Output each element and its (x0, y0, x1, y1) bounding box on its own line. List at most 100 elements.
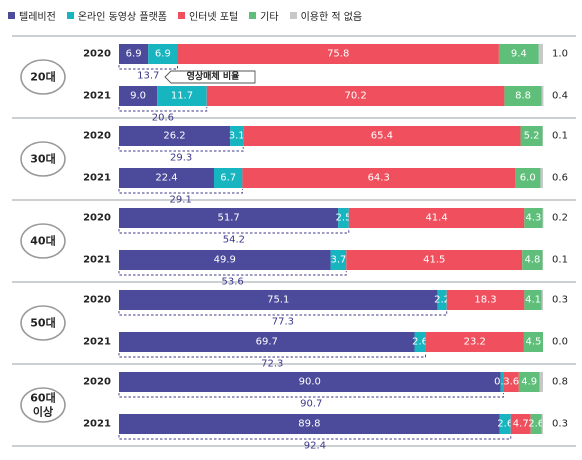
bar-segment (206, 86, 505, 106)
segment-value-label: 3.6 (503, 377, 519, 388)
segment-value-label: 23.2 (464, 337, 486, 348)
video-share-bracket (118, 311, 448, 316)
segment-value-label: 18.3 (474, 295, 496, 306)
bar-segment (119, 250, 331, 270)
row-year-label: 2021 (83, 337, 111, 348)
bar-segment (518, 372, 540, 392)
segment-value-label: 6.9 (126, 49, 142, 60)
annotation-label: 영상매체 비율 (187, 70, 240, 82)
segment-value-label: 2.6 (528, 419, 544, 430)
bar-segment (524, 208, 543, 228)
bar-segment (542, 208, 544, 228)
bar-segment (510, 414, 531, 434)
segment-value-label: 4.1 (525, 295, 541, 306)
bar-segment (348, 208, 525, 228)
segment-value-label: 3.1 (229, 131, 245, 142)
age-group-label: 이상 (33, 405, 53, 419)
legend-item-2: 인터넷 포털 (177, 8, 238, 23)
segment-value-label: 2.6 (497, 419, 513, 430)
legend-item-1: 온라인 동영상 플랫폼 (66, 8, 167, 23)
segment-value-label: 4.9 (521, 377, 537, 388)
legend-item-0: 텔레비전 (8, 8, 56, 23)
segment-value-label: 6.0 (520, 173, 536, 184)
bar-segment (119, 86, 158, 106)
bar-segment (346, 250, 523, 270)
row-year-label: 2021 (83, 255, 111, 266)
bar-segment (414, 332, 426, 352)
segment-value-label: 9.4 (511, 49, 527, 60)
legend-swatch (177, 11, 185, 19)
bar-segment (538, 44, 543, 64)
segment-value-label: 22.4 (155, 173, 177, 184)
segment-value-label: 26.2 (163, 131, 185, 142)
segment-value-label: 6.7 (220, 173, 236, 184)
segment-value-label: 69.7 (256, 337, 278, 348)
bar-segment (504, 86, 542, 106)
segment-value-label: 41.4 (425, 213, 447, 224)
segment-value-label: 90.0 (299, 377, 321, 388)
video-share-bracket (118, 107, 208, 112)
segment-value-label: 75.8 (327, 49, 349, 60)
video-share-sum: 90.7 (300, 399, 322, 410)
no-use-value-label: 0.6 (552, 173, 568, 184)
no-use-value-label: 0.3 (552, 419, 568, 430)
bar-segment (498, 44, 539, 64)
segment-value-label: 4.7 (513, 419, 529, 430)
segment-value-label: 89.8 (298, 419, 320, 430)
age-group-badge (20, 141, 66, 177)
bar-segment (539, 372, 543, 392)
bar-segment (148, 44, 178, 64)
segment-value-label: 65.4 (371, 131, 393, 142)
bar-segment (230, 126, 244, 146)
age-group-badge (20, 387, 66, 423)
video-share-sum: 29.1 (170, 195, 192, 206)
row-year-label: 2020 (83, 131, 111, 142)
video-share-sum: 53.6 (221, 277, 243, 288)
row-year-label: 2021 (83, 91, 111, 102)
segment-value-label: 11.7 (171, 91, 193, 102)
row-year-label: 2021 (83, 419, 111, 430)
bar-segment (522, 250, 543, 270)
video-share-bracket (118, 229, 350, 234)
segment-value-label: 64.3 (368, 173, 390, 184)
bar-segment (500, 372, 504, 392)
segment-value-label: 51.7 (217, 213, 239, 224)
row-year-label: 2020 (83, 377, 111, 388)
video-share-bracket (118, 189, 243, 194)
age-group-badge (20, 59, 66, 95)
no-use-value-label: 0.2 (552, 213, 568, 224)
segment-value-label: 2.6 (412, 337, 428, 348)
bar-segment (540, 168, 543, 188)
bar-segment (242, 168, 516, 188)
row-year-label: 2020 (83, 213, 111, 224)
segment-value-label: 41.5 (423, 255, 445, 266)
video-share-bracket (118, 435, 512, 440)
segment-value-label: 5.2 (524, 131, 540, 142)
bar-segment (119, 414, 500, 434)
bar-segment (330, 250, 347, 270)
age-group-label: 50대 (30, 316, 55, 330)
segment-value-label: 70.2 (344, 91, 366, 102)
video-share-bracket (118, 147, 244, 152)
bar-segment (524, 290, 542, 310)
legend-item-4: 이용한 적 없음 (289, 8, 362, 23)
legend-swatch (8, 11, 15, 19)
bar-segment (338, 208, 349, 228)
bar-segment (523, 332, 543, 352)
video-share-sum: 20.6 (152, 113, 174, 124)
legend-swatch (66, 11, 74, 19)
video-share-bracket (118, 393, 505, 398)
video-share-bracket (118, 353, 427, 358)
age-group-label: 60대 (30, 391, 55, 405)
segment-value-label: 3.7 (330, 255, 346, 266)
bar-segment (446, 290, 525, 310)
segment-value-label: 49.9 (214, 255, 236, 266)
segment-value-label: 0.7 (494, 377, 510, 388)
bar-segment (425, 332, 524, 352)
bar-segment (520, 126, 543, 146)
bar-segment (541, 414, 543, 434)
no-use-value-label: 0.1 (552, 131, 568, 142)
age-group-label: 30대 (30, 152, 55, 166)
legend-label: 기타 (260, 11, 279, 23)
legend-swatch (249, 11, 257, 19)
